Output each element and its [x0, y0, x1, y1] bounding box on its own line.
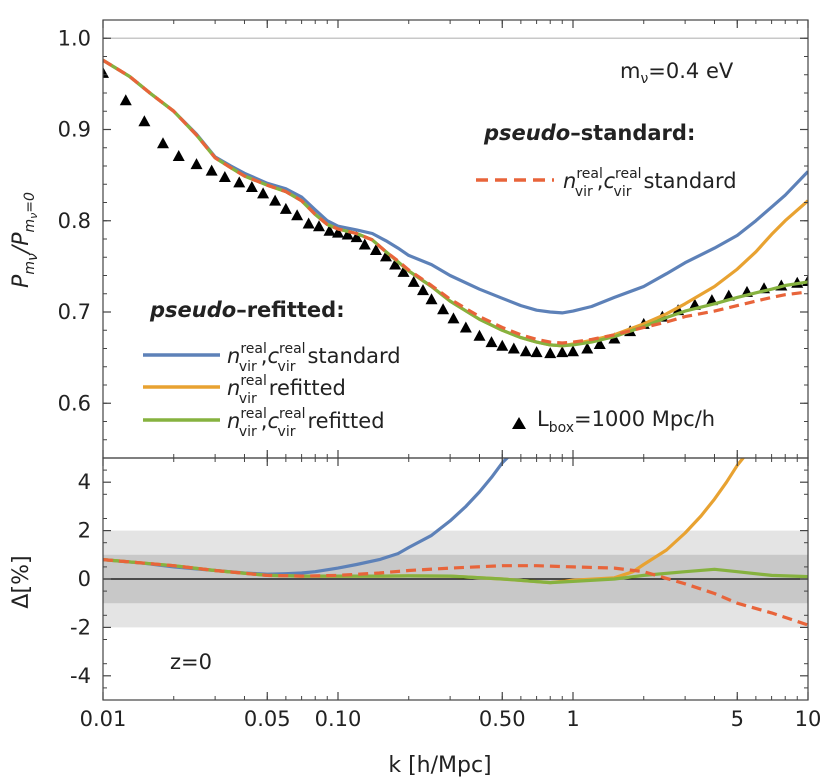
triangle-marker — [379, 250, 392, 262]
triangle-marker — [567, 345, 579, 357]
y-tick-label: 0.8 — [58, 209, 91, 233]
triangle-marker — [350, 231, 363, 243]
triangle-marker — [312, 220, 325, 232]
x-tick-label: 0.01 — [80, 707, 127, 731]
triangle-marker — [205, 164, 218, 176]
triangle-marker — [425, 293, 438, 305]
triangle-marker — [172, 149, 185, 161]
legend-refitted-orange-entry: nreal vir refitted — [143, 373, 346, 407]
triangle-marker — [459, 321, 472, 333]
triangle-marker — [323, 224, 336, 236]
triangle-marker — [358, 238, 371, 250]
triangle-marker — [473, 329, 486, 341]
y-tick-label: 2 — [78, 519, 91, 543]
triangle-marker — [119, 94, 132, 106]
triangle-marker — [417, 284, 430, 296]
triangle-marker — [233, 176, 246, 188]
y-tick-label: 0.7 — [58, 300, 91, 324]
svg-text:Lbox=1000 Mpc/h: Lbox=1000 Mpc/h — [537, 407, 715, 436]
x-tick-label: 0.10 — [315, 707, 362, 731]
triangle-marker — [397, 265, 410, 277]
x-tick-label: 0.50 — [479, 707, 526, 731]
triangle-marker — [437, 303, 450, 315]
redshift-annotation: z=0 — [170, 650, 212, 674]
top-y-axis-title: Pmν/Pmν=0 — [9, 192, 41, 288]
triangle-marker — [302, 217, 315, 229]
triangle-marker — [257, 187, 270, 199]
legend-standard-entry: nreal vir ,creal vir standard — [476, 166, 737, 200]
series-line-blue — [103, 58, 808, 315]
pseudo-standard-header: pseudo–standard: — [483, 121, 695, 145]
y-tick-label: 0.6 — [58, 391, 91, 415]
x-tick-label: 0.05 — [244, 707, 291, 731]
bottom-y-axis-title: Δ[%] — [9, 555, 34, 608]
triangle-marker — [245, 180, 258, 192]
triangle-marker — [556, 346, 569, 358]
x-axis-title: k [h/Mpc] — [388, 753, 491, 778]
neutrino-mass-annotation: mν=0.4 eV — [620, 59, 734, 87]
top-panel: 0.6 0.7 0.8 0.9 1.0 — [58, 19, 809, 459]
triangle-marker — [291, 209, 304, 221]
delta-line-red — [103, 558, 808, 627]
triangle-marker — [593, 337, 606, 349]
triangle-marker — [332, 226, 344, 238]
triangle-marker — [407, 275, 420, 287]
triangle-marker — [218, 170, 231, 182]
y-tick-label: -2 — [70, 615, 91, 639]
triangle-marker — [341, 228, 354, 240]
y-tick-label: 4 — [78, 470, 91, 494]
triangle-marker — [389, 258, 402, 270]
y-tick-label: 0.9 — [58, 118, 91, 142]
triangle-marker — [138, 115, 151, 127]
bottom-panel: 0.01 0.05 0.10 0.50 1 5 10 -4 -2 0 2 4 — [70, 20, 821, 731]
y-tick-label: 0 — [78, 567, 91, 591]
series-line-red — [103, 58, 808, 345]
x-tick-label: 1 — [566, 707, 579, 731]
y-tick-label: -4 — [70, 664, 91, 688]
legend-refitted-green-entry: nreal vir ,creal vir refitted — [143, 406, 385, 440]
legend-triangle-marker — [512, 417, 526, 429]
triangle-marker — [156, 137, 169, 149]
triangle-marker — [485, 336, 498, 348]
triangle-marker — [269, 194, 282, 206]
top-frame — [102, 19, 809, 459]
triangle-marker — [581, 342, 594, 354]
top-series-group — [103, 58, 808, 348]
legend-refitted-blue-entry: nreal vir ,creal vir standard — [143, 341, 401, 375]
x-tick-label: 5 — [731, 707, 744, 731]
triangle-marker — [507, 342, 520, 354]
legend-marker-entry: Lbox=1000 Mpc/h — [512, 407, 715, 436]
triangle-marker — [530, 346, 543, 358]
triangle-marker — [369, 243, 382, 255]
y-tick-label: 1.0 — [58, 26, 91, 50]
triangle-marker — [544, 347, 557, 359]
pseudo-refitted-header: pseudo–refitted: — [149, 298, 345, 322]
bottom-series-group — [103, 458, 808, 627]
svg-text:Pmν/Pmν=0: Pmν/Pmν=0 — [9, 192, 41, 288]
triangle-marker — [519, 345, 532, 357]
triangle-marker — [496, 339, 509, 351]
triangle-marker — [279, 202, 292, 214]
triangle-marker — [190, 158, 203, 170]
triangle-marker — [447, 312, 460, 324]
x-tick-label: 10 — [795, 707, 822, 731]
